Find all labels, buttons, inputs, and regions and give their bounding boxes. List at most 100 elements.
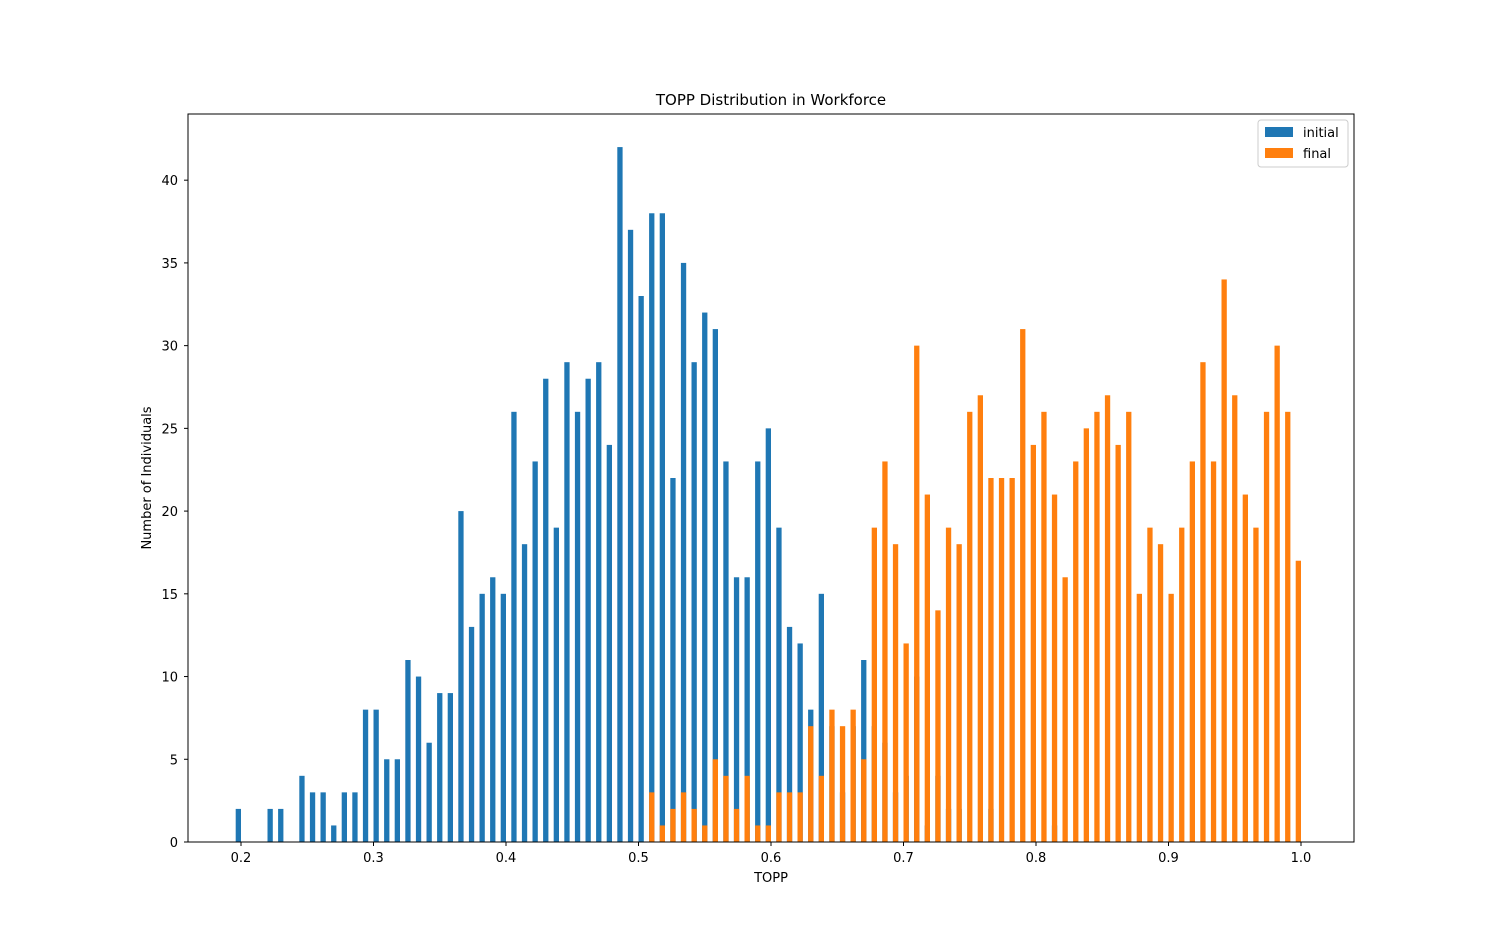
bar-final-4	[691, 808, 697, 842]
bar-final-21	[871, 527, 877, 842]
bar-final-44	[1115, 444, 1121, 842]
bar-initial-34	[627, 229, 634, 842]
x-axis-label: TOPP	[753, 871, 788, 886]
bar-final-54	[1221, 279, 1227, 842]
bar-final-17	[829, 709, 835, 842]
bar-final-18	[839, 726, 846, 842]
bar-initial-10	[373, 709, 379, 842]
bar-final-51	[1189, 461, 1195, 842]
bar-initial-16	[437, 693, 443, 842]
bar-final-46	[1136, 593, 1142, 842]
bar-final-26	[924, 494, 930, 842]
bar-final-23	[892, 544, 899, 842]
bar-initial-20	[479, 593, 485, 842]
y-tick-label-7: 35	[161, 257, 178, 272]
bar-final-6	[712, 759, 718, 842]
y-tick-label-3: 15	[161, 588, 178, 603]
bar-final-60	[1285, 411, 1291, 842]
bar-initial-37	[659, 213, 665, 842]
bar-final-25	[914, 345, 920, 842]
bar-final-8	[733, 808, 740, 842]
bar-initial-50	[797, 643, 803, 842]
bar-initial-0	[235, 808, 241, 842]
bar-final-43	[1104, 395, 1111, 842]
bar-final-56	[1242, 494, 1248, 842]
bar-final-58	[1263, 411, 1270, 842]
bar-initial-6	[331, 825, 337, 842]
x-axis: 0.2 0.3 0.4 0.5 0.6 0.7 0.8 0.9 1.0	[231, 842, 1312, 866]
legend-swatch-initial	[1265, 127, 1293, 137]
bar-initial-4	[309, 792, 316, 842]
bar-initial-42	[712, 329, 718, 843]
x-tick-label-2: 0.4	[496, 851, 517, 866]
y-axis-label: Number of Individuals	[140, 406, 155, 549]
bar-initial-5	[320, 792, 326, 842]
bar-initial-32	[606, 444, 612, 842]
bar-final-42	[1094, 411, 1100, 842]
bar-initial-19	[468, 626, 475, 842]
bar-final-48	[1157, 544, 1164, 842]
bar-initial-44	[733, 577, 740, 842]
bar-final-50	[1179, 527, 1185, 842]
bar-final-52	[1200, 362, 1206, 842]
bar-final-11	[765, 825, 771, 842]
bar-initial-49	[786, 626, 793, 842]
bar-initial-27	[553, 527, 559, 842]
bar-final-41	[1083, 428, 1089, 842]
bar-final-45	[1126, 411, 1132, 842]
x-tick-label-0: 0.2	[231, 851, 252, 866]
x-tick-label-3: 0.5	[628, 851, 649, 866]
bars-layer	[235, 147, 1301, 843]
bar-initial-26	[543, 378, 549, 842]
bar-final-3	[680, 792, 687, 842]
bar-initial-18	[458, 511, 464, 842]
bar-final-34	[1009, 478, 1015, 842]
bar-final-61	[1295, 560, 1301, 842]
bar-final-1	[659, 825, 665, 842]
legend-swatch-final	[1265, 148, 1293, 158]
bar-final-49	[1168, 593, 1174, 842]
bar-final-39	[1062, 577, 1068, 842]
legend-label-final: final	[1303, 147, 1331, 162]
bar-initial-11	[384, 759, 390, 842]
legend: initial final	[1257, 119, 1349, 168]
x-tick-label-7: 0.9	[1158, 851, 1179, 866]
bar-final-47	[1147, 527, 1153, 842]
bar-initial-29	[574, 411, 581, 842]
x-tick-label-8: 1.0	[1291, 851, 1312, 866]
bar-initial-33	[617, 147, 623, 843]
bar-initial-35	[638, 296, 644, 842]
bar-initial-43	[723, 461, 729, 842]
bar-final-12	[776, 792, 782, 842]
bar-final-36	[1030, 444, 1036, 842]
bar-initial-28	[564, 362, 570, 842]
bar-initial-30	[585, 378, 591, 842]
bar-initial-1	[267, 808, 273, 842]
bar-final-55	[1232, 395, 1238, 842]
bar-initial-23	[511, 411, 517, 842]
bar-final-38	[1051, 494, 1058, 842]
bar-final-28	[945, 527, 952, 842]
bar-initial-45	[744, 577, 750, 842]
bar-initial-47	[765, 428, 771, 842]
bar-final-22	[882, 461, 888, 842]
bar-initial-13	[405, 660, 411, 842]
y-tick-label-8: 40	[161, 174, 178, 189]
bar-initial-7	[341, 792, 347, 842]
bar-initial-39	[680, 262, 687, 842]
bar-final-29	[956, 544, 962, 842]
bar-initial-12	[394, 759, 400, 842]
bar-initial-8	[352, 792, 358, 842]
y-tick-label-6: 30	[161, 340, 178, 355]
chart-title: TOPP Distribution in Workforce	[655, 91, 886, 109]
bar-final-32	[988, 478, 994, 842]
bar-initial-9	[362, 709, 369, 842]
bar-initial-17	[447, 693, 453, 842]
bar-initial-52	[818, 593, 824, 842]
bar-final-30	[967, 411, 973, 842]
bar-initial-36	[649, 213, 655, 842]
y-tick-label-1: 5	[170, 753, 178, 768]
bar-initial-2	[278, 808, 284, 842]
bar-initial-21	[490, 577, 496, 842]
